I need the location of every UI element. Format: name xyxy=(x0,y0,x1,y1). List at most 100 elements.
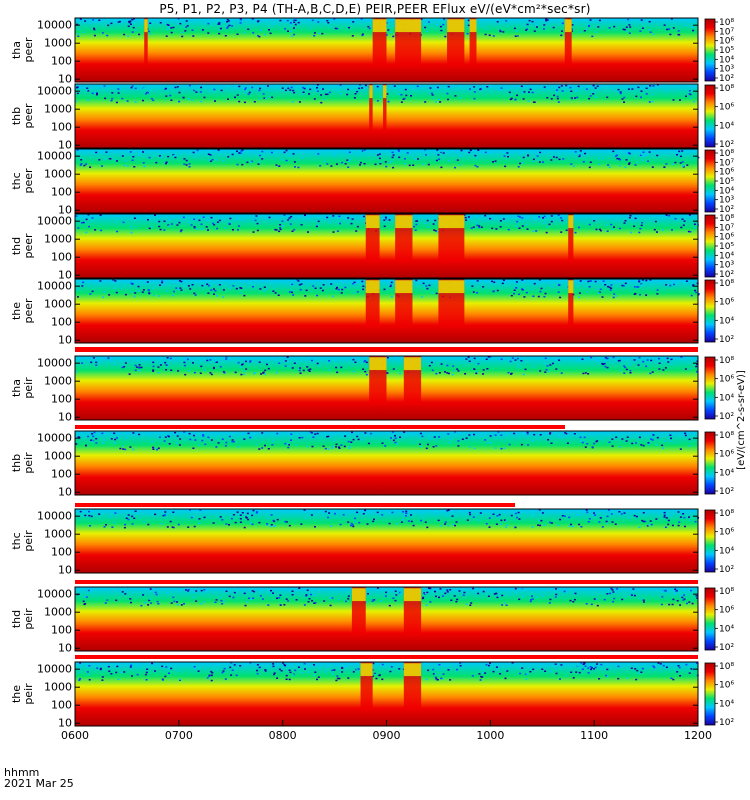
colorbar-tick-label: 10⁸ xyxy=(719,279,734,289)
spectrogram-band xyxy=(75,279,698,343)
colorbar-tick-label: 10⁴ xyxy=(719,251,734,261)
colorbar-tick-label: 10⁶ xyxy=(719,681,734,691)
burst-1045 xyxy=(568,279,574,327)
y-tick-label: 100 xyxy=(51,546,72,559)
flag-bar-1 xyxy=(75,425,565,429)
y-tick-label: 1000 xyxy=(44,233,72,246)
y-tick-label: 10000 xyxy=(37,280,72,293)
x-tick-label: 0600 xyxy=(61,729,89,742)
spectrogram-band xyxy=(75,662,698,726)
panel-label: thdpeir xyxy=(10,608,35,630)
burst-1043 xyxy=(564,18,572,66)
panel-label: thapeer xyxy=(10,37,35,63)
chart-title: P5, P1, P2, P3, P4 (TH-A,B,C,D,E) PEIR,P… xyxy=(159,2,591,16)
panel-frame xyxy=(74,83,699,149)
spectrogram-band xyxy=(75,214,698,278)
colorbar xyxy=(704,662,716,726)
x-tick-label: 1100 xyxy=(580,729,608,742)
panel-label: thapeir xyxy=(10,377,35,399)
panel-label: thdpeer xyxy=(10,233,35,259)
colorbar-tick-label: 10⁴ xyxy=(719,316,734,326)
noise-region xyxy=(75,84,697,104)
y-tick-label: 10 xyxy=(58,334,72,347)
panel-label: thcpeir xyxy=(10,530,35,552)
colorbar xyxy=(704,214,716,278)
colorbar-tick-label: 10² xyxy=(719,643,734,653)
panels-layer: 10100100010000thapeer10²10³10⁴10⁵10⁶10⁷1… xyxy=(10,17,747,730)
colorbar-tick-label: 10⁵ xyxy=(719,242,734,252)
colorbar-tick-label: 10⁶ xyxy=(719,168,734,178)
colorbar-tick-label: 10² xyxy=(719,335,734,345)
y-tick-label: 1000 xyxy=(44,298,72,311)
colorbar xyxy=(704,356,716,420)
burst-0948 xyxy=(469,18,477,66)
y-tick-label: 10000 xyxy=(37,432,72,445)
colorbar-tick-label: 10⁶ xyxy=(719,450,734,460)
y-tick-label: 10 xyxy=(58,73,72,86)
colorbar-tick-label: 10⁸ xyxy=(719,149,734,159)
y-tick-label: 10000 xyxy=(37,588,72,601)
colorbar xyxy=(704,84,716,148)
y-tick-label: 100 xyxy=(51,468,72,481)
y-tick-label: 1000 xyxy=(44,37,72,50)
y-tick-label: 10000 xyxy=(37,215,72,228)
panel-label: thbpeir xyxy=(10,452,35,474)
spectrogram-band xyxy=(75,587,698,651)
x-tick-label: 0900 xyxy=(373,729,401,742)
y-tick-label: 10000 xyxy=(37,663,72,676)
panel-frame xyxy=(74,17,699,83)
y-tick-label: 1000 xyxy=(44,168,72,181)
colorbar-tick-label: 10⁶ xyxy=(719,375,734,385)
noise-region xyxy=(76,18,695,38)
y-tick-label: 10 xyxy=(58,564,72,577)
footer-labels: hhmm 2021 Mar 25 xyxy=(4,767,74,789)
colorbar-tick-label: 10² xyxy=(719,412,734,422)
colorbar-units-label: [eV/(cm^2-s-sr-eV)] xyxy=(736,370,747,470)
colorbar-tick-label: 10² xyxy=(719,718,734,728)
colorbar-tick-label: 10⁵ xyxy=(719,46,734,56)
colorbar-tick-label: 10⁸ xyxy=(719,214,734,224)
panel-label: thcpeer xyxy=(10,168,35,194)
noise-region xyxy=(75,356,699,376)
colorbar-tick-label: 10⁴ xyxy=(719,699,734,709)
spectrogram-band xyxy=(75,149,698,213)
panel-frame xyxy=(74,508,699,574)
y-tick-label: 100 xyxy=(51,121,72,134)
y-tick-label: 1000 xyxy=(44,528,72,541)
y-tick-label: 10000 xyxy=(37,85,72,98)
noise-region xyxy=(79,509,700,529)
noise-region xyxy=(75,431,694,451)
colorbar-tick-label: 10² xyxy=(719,270,734,280)
colorbar-tick-label: 10⁸ xyxy=(719,84,734,94)
colorbar-tick-label: 10³ xyxy=(719,261,734,271)
y-tick-label: 1000 xyxy=(44,103,72,116)
y-tick-label: 1000 xyxy=(44,450,72,463)
panel-frame xyxy=(74,213,699,279)
x-tick-label: 0800 xyxy=(269,729,297,742)
colorbar-tick-label: 10⁶ xyxy=(719,606,734,616)
colorbar-tick-label: 10⁸ xyxy=(719,662,734,672)
y-tick-label: 10 xyxy=(58,642,72,655)
y-tick-label: 10 xyxy=(58,411,72,424)
colorbar-tick-label: 10⁴ xyxy=(719,186,734,196)
flag-bar-2 xyxy=(75,503,515,507)
colorbar-tick-label: 10⁶ xyxy=(719,298,734,308)
colorbar xyxy=(704,431,716,495)
colorbar xyxy=(704,279,716,343)
colorbar-tick-label: 10⁸ xyxy=(719,18,734,28)
colorbar-tick-label: 10² xyxy=(719,140,734,150)
colorbar-tick-label: 10⁶ xyxy=(719,103,734,113)
colorbar-tick-label: 10² xyxy=(719,487,734,497)
burst-1045 xyxy=(568,214,574,262)
colorbar-tick-label: 10⁶ xyxy=(719,37,734,47)
colorbar-tick-label: 10⁸ xyxy=(719,356,734,366)
colorbar-tick-label: 10⁴ xyxy=(719,121,734,131)
y-tick-label: 10 xyxy=(58,717,72,730)
panel-frame xyxy=(74,586,699,652)
